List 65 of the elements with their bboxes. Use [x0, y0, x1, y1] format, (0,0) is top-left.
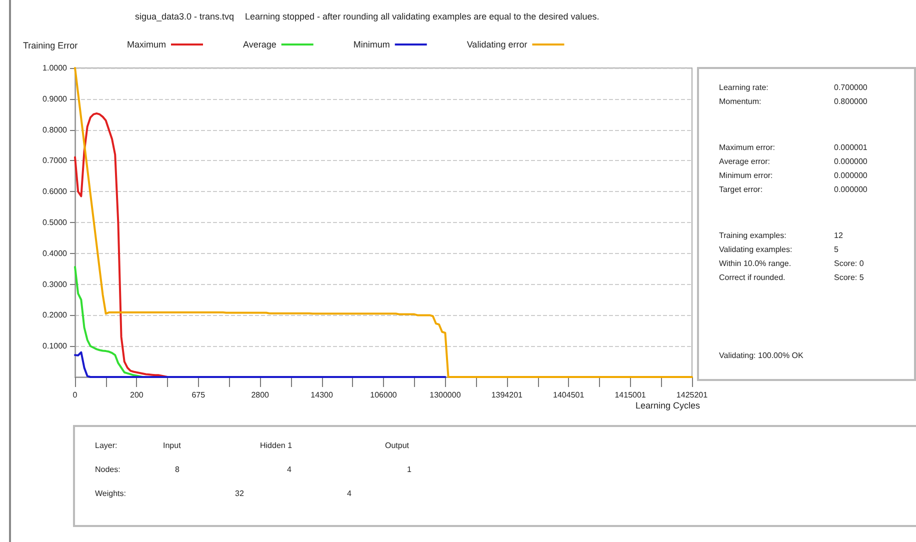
- y-tick-label: 0.7000: [42, 156, 68, 166]
- text: Layer:: [95, 441, 118, 450]
- text: Within 10.0% range.: [719, 259, 792, 268]
- text: Validating examples:: [719, 245, 792, 254]
- text: Momentum:: [719, 97, 762, 106]
- text: 0.800000: [834, 97, 868, 106]
- x-tick-label: 200: [130, 390, 144, 400]
- text: 4: [287, 465, 292, 474]
- y-tick-label: 0.9000: [42, 94, 68, 104]
- text: 1: [407, 465, 412, 474]
- text: 12: [834, 231, 843, 240]
- text: 4: [347, 489, 352, 498]
- y-tick-label: 0.2000: [42, 310, 68, 320]
- text: 8: [175, 465, 180, 474]
- line-series: [74, 67, 693, 378]
- text: 0.000000: [834, 185, 868, 194]
- legend-label: Maximum: [126, 40, 166, 50]
- chart-title: sigua_data3.0 - trans.tvq: [135, 12, 234, 22]
- text: Correct if rounded.: [719, 273, 786, 282]
- text: Average error:: [719, 157, 770, 166]
- text: 32: [235, 489, 244, 498]
- y-tick-label: 0.3000: [42, 280, 68, 289]
- text: Input: [163, 441, 181, 450]
- line-series: [74, 351, 446, 378]
- x-tick-label: 1300000: [430, 390, 462, 400]
- text: 0.700000: [834, 83, 868, 92]
- legend-title: Training Error: [23, 40, 78, 50]
- x-tick-label: 1425201: [676, 390, 708, 400]
- chart-subtitle: Learning stopped - after rounding all validating examples are equal to the desired values.: [245, 12, 600, 22]
- text: Minimum error:: [719, 171, 773, 180]
- x-tick-label: 1394201: [491, 390, 524, 400]
- y-tick-label: 0.6000: [42, 187, 68, 196]
- y-tick-label: 1.0000: [42, 64, 68, 72]
- text: Hidden 1: [260, 441, 292, 450]
- text: Nodes:: [95, 465, 120, 474]
- x-axis-title: Learning Cycles: [635, 400, 700, 410]
- legend-label: Average: [243, 40, 276, 50]
- x-tick-label: 14300: [310, 390, 334, 400]
- y-tick-label: 0.5000: [42, 218, 68, 227]
- x-tick-label: 2800: [251, 390, 270, 400]
- line-series: [74, 112, 169, 378]
- legend-label: Minimum: [353, 40, 390, 50]
- text: Score: 5: [834, 273, 864, 282]
- text: Target error:: [719, 185, 763, 194]
- x-tick-label: 675: [192, 390, 206, 400]
- y-tick-label: 0.4000: [42, 248, 68, 258]
- y-tick-label: 0.1000: [42, 342, 68, 351]
- x-tick-label: 106000: [370, 390, 398, 400]
- text: Weights:: [95, 489, 126, 498]
- text: Training examples:: [719, 231, 786, 240]
- text: 0.000001: [834, 143, 868, 152]
- x-tick-label: 1415001: [614, 390, 646, 400]
- text: Validating: 100.00% OK: [719, 351, 804, 360]
- text: Maximum error:: [719, 143, 776, 152]
- text: 5: [834, 245, 838, 254]
- y-tick-label: 0.8000: [42, 125, 68, 134]
- line-series: [74, 266, 144, 378]
- x-tick-label: 0: [72, 390, 78, 400]
- text: 0.000000: [834, 157, 868, 166]
- text: Output: [385, 441, 410, 450]
- x-tick-label: 1404501: [553, 390, 585, 400]
- legend-label: Validating error: [466, 40, 528, 50]
- text: Score: 0: [834, 259, 864, 268]
- text: Learning rate:: [719, 83, 768, 92]
- text: 0.000000: [834, 171, 868, 180]
